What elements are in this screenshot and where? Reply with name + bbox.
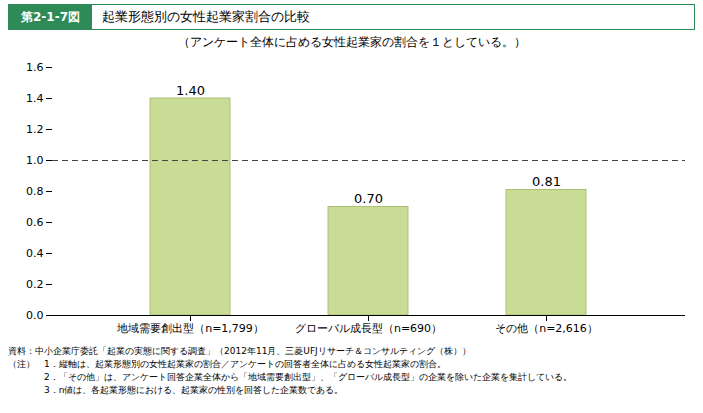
svg-text:0.4: 0.4: [26, 247, 44, 260]
svg-text:地域需要創出型（n=1,799）: 地域需要創出型（n=1,799）: [116, 322, 264, 335]
svg-text:0.0: 0.0: [26, 309, 44, 322]
svg-text:1.4: 1.4: [26, 92, 44, 105]
svg-text:0.2: 0.2: [26, 278, 44, 291]
svg-text:0.81: 0.81: [532, 174, 561, 189]
svg-text:1.2: 1.2: [26, 123, 44, 136]
html-text:（アンケート全体に占める女性起業家の割合を１としている。）: （アンケート全体に占める女性起業家の割合を１としている。）: [177, 35, 526, 49]
svg-text:1.6: 1.6: [26, 61, 44, 74]
html-text:3．n値は、各起業形態における、起業家の性別を回答した企業数: 3．n値は、各起業形態における、起業家の性別を回答した企業数である。: [8, 385, 344, 395]
html-text:（注） 1．縦軸は、起業形態別の女性起業家の割合／アンケート: （注） 1．縦軸は、起業形態別の女性起業家の割合／アンケートの回答者全体に占める…: [8, 359, 446, 369]
svg-text:グローバル成長型（n=690）: グローバル成長型（n=690）: [295, 322, 442, 335]
html-text:起業形態別の女性起業家割合の比較: 起業形態別の女性起業家割合の比較: [102, 9, 310, 24]
svg-text:その他（n=2,616）: その他（n=2,616）: [495, 322, 598, 335]
svg-text:1.40: 1.40: [176, 83, 205, 98]
svg-text:1.0: 1.0: [26, 154, 44, 167]
html-text:資料：中小企業庁委託「起業の実態に関する調査」（2012年1: 資料：中小企業庁委託「起業の実態に関する調査」（2012年11月、三菱UFJリサ…: [8, 346, 471, 356]
svg-text:0.6: 0.6: [26, 216, 44, 229]
svg-text:0.70: 0.70: [354, 191, 383, 206]
html-text:第2-1-7図: 第2-1-7図: [21, 9, 80, 24]
svg-text:0.8: 0.8: [26, 185, 44, 198]
html-text:2．「その他」は、アンケート回答企業全体から「地域需要創出型: 2．「その他」は、アンケート回答企業全体から「地域需要創出型」、「グローバル成長…: [8, 372, 572, 382]
